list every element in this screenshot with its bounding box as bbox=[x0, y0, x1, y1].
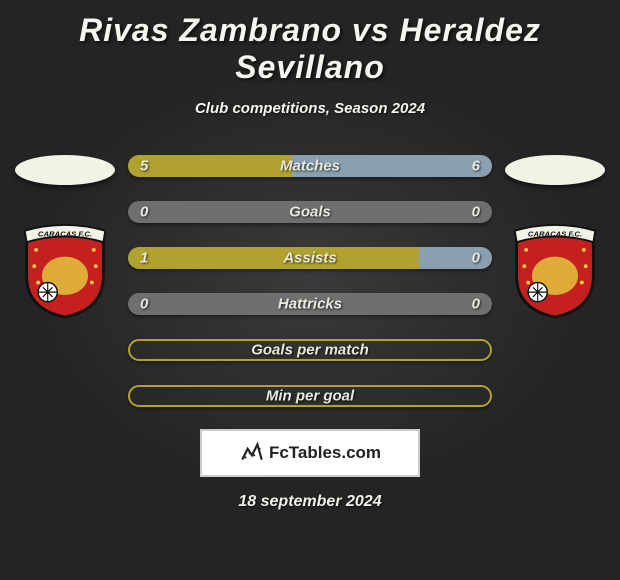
stat-bar-left-value: 0 bbox=[140, 296, 148, 313]
stat-bar-hattricks: Hattricks 0 0 bbox=[128, 293, 492, 315]
stat-bar-goals-per-match: Goals per match bbox=[128, 339, 492, 361]
footer-date: 18 september 2024 bbox=[0, 493, 620, 511]
stat-bar-right-value: 0 bbox=[472, 204, 480, 221]
right-club-crest: CARACAS F.C. bbox=[507, 223, 603, 319]
stat-bar-label: Matches bbox=[280, 158, 340, 175]
stat-bar-right-segment bbox=[419, 247, 492, 269]
stat-bar-assists: Assists 1 0 bbox=[128, 247, 492, 269]
stat-bar-right-value: 6 bbox=[472, 158, 480, 175]
stat-bar-matches: Matches 5 6 bbox=[128, 155, 492, 177]
stat-bar-left-value: 1 bbox=[140, 250, 148, 267]
stat-bar-right-value: 0 bbox=[472, 250, 480, 267]
right-flag-icon bbox=[505, 155, 605, 185]
left-club-crest: CARACAS F.C. bbox=[17, 223, 113, 319]
stat-bar-label: Assists bbox=[283, 250, 336, 267]
right-player-column: CARACAS F.C. bbox=[500, 155, 610, 319]
stat-bar-left-value: 0 bbox=[140, 204, 148, 221]
page-title: Rivas Zambrano vs Heraldez Sevillano bbox=[0, 0, 620, 86]
attribution-badge: FcTables.com bbox=[200, 429, 420, 477]
stat-bar-label: Goals per match bbox=[251, 342, 369, 359]
stat-bar-label: Goals bbox=[289, 204, 331, 221]
stat-bar-left-segment bbox=[128, 155, 292, 177]
stat-bar-label: Hattricks bbox=[278, 296, 342, 313]
stat-bar-min-per-goal: Min per goal bbox=[128, 385, 492, 407]
stat-bar-left-value: 5 bbox=[140, 158, 148, 175]
comparison-panel: CARACAS F.C. Matches56Goals00Assists10Ha… bbox=[0, 155, 620, 407]
attribution-logo-icon bbox=[239, 438, 265, 469]
stat-bar-goals: Goals 0 0 bbox=[128, 201, 492, 223]
page-subtitle: Club competitions, Season 2024 bbox=[0, 100, 620, 117]
svg-text:CARACAS F.C.: CARACAS F.C. bbox=[38, 229, 92, 238]
stat-bar-left-segment bbox=[128, 247, 419, 269]
stat-bar-right-value: 0 bbox=[472, 296, 480, 313]
left-flag-icon bbox=[15, 155, 115, 185]
stat-bars: Matches56Goals00Assists10Hattricks00Goal… bbox=[120, 155, 500, 407]
attribution-text: FcTables.com bbox=[269, 443, 381, 463]
stat-bar-label: Min per goal bbox=[266, 388, 354, 405]
svg-text:CARACAS F.C.: CARACAS F.C. bbox=[528, 229, 582, 238]
left-player-column: CARACAS F.C. bbox=[10, 155, 120, 319]
